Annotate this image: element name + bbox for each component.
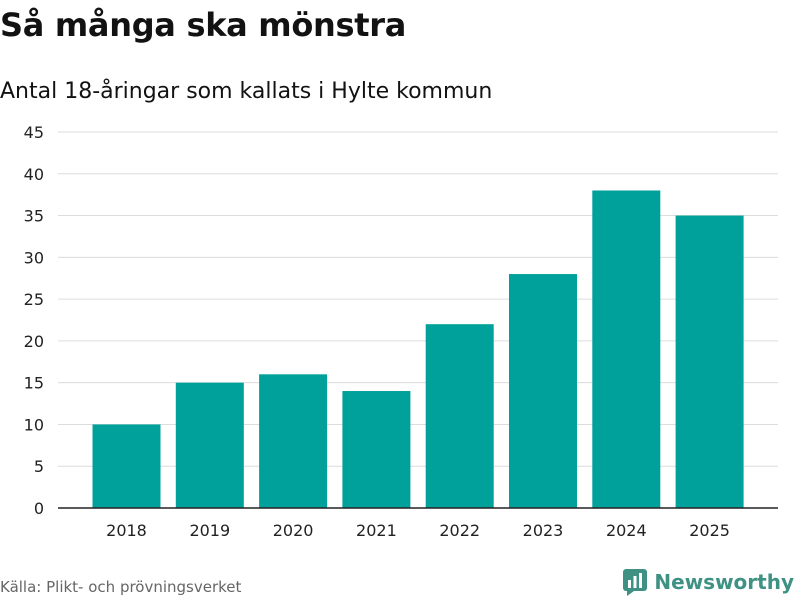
bar-2025 <box>675 215 744 509</box>
bar-2022 <box>425 324 494 508</box>
y-tick-label: 0 <box>34 499 44 518</box>
newsworthy-logo-icon <box>623 569 648 596</box>
y-tick-label: 30 <box>24 248 44 267</box>
y-tick-label: 25 <box>24 290 44 309</box>
x-tick-label: 2020 <box>273 521 314 540</box>
x-tick-label: 2024 <box>606 521 647 540</box>
source-note: Källa: Plikt- och prövningsverket <box>0 578 242 596</box>
bar-2021 <box>342 391 411 508</box>
x-tick-label: 2019 <box>189 521 230 540</box>
bar-2023 <box>509 274 577 508</box>
bar-2018 <box>92 424 161 508</box>
chart-subtitle: Antal 18-åringar som kallats i Hylte kom… <box>0 79 493 104</box>
x-tick-label: 2022 <box>439 521 480 540</box>
x-tick-label: 2023 <box>523 521 564 540</box>
y-tick-label: 40 <box>24 165 44 184</box>
bar-2019 <box>175 382 244 508</box>
bar-2024 <box>592 190 661 508</box>
x-tick-label: 2025 <box>689 521 730 540</box>
brand-name: Newsworthy <box>654 570 794 594</box>
x-axis-ticks: 2018 2019 2020 2021 2022 2023 2024 2025 <box>106 521 730 540</box>
x-tick-label: 2018 <box>106 521 147 540</box>
y-tick-label: 20 <box>24 332 44 351</box>
gridlines <box>58 131 778 467</box>
y-tick-label: 10 <box>24 415 44 434</box>
bars <box>92 190 744 509</box>
y-tick-label: 5 <box>34 457 44 476</box>
y-tick-label: 15 <box>24 374 44 393</box>
x-tick-label: 2021 <box>356 521 397 540</box>
y-axis-ticks: 0 5 10 15 20 25 30 35 40 45 <box>24 123 44 518</box>
bar-2020 <box>259 374 328 508</box>
y-tick-label: 35 <box>24 207 44 226</box>
y-tick-label: 45 <box>24 123 44 142</box>
brand-logo: Newsworthy <box>622 568 794 596</box>
chart-title: Så många ska mönstra <box>0 6 407 44</box>
